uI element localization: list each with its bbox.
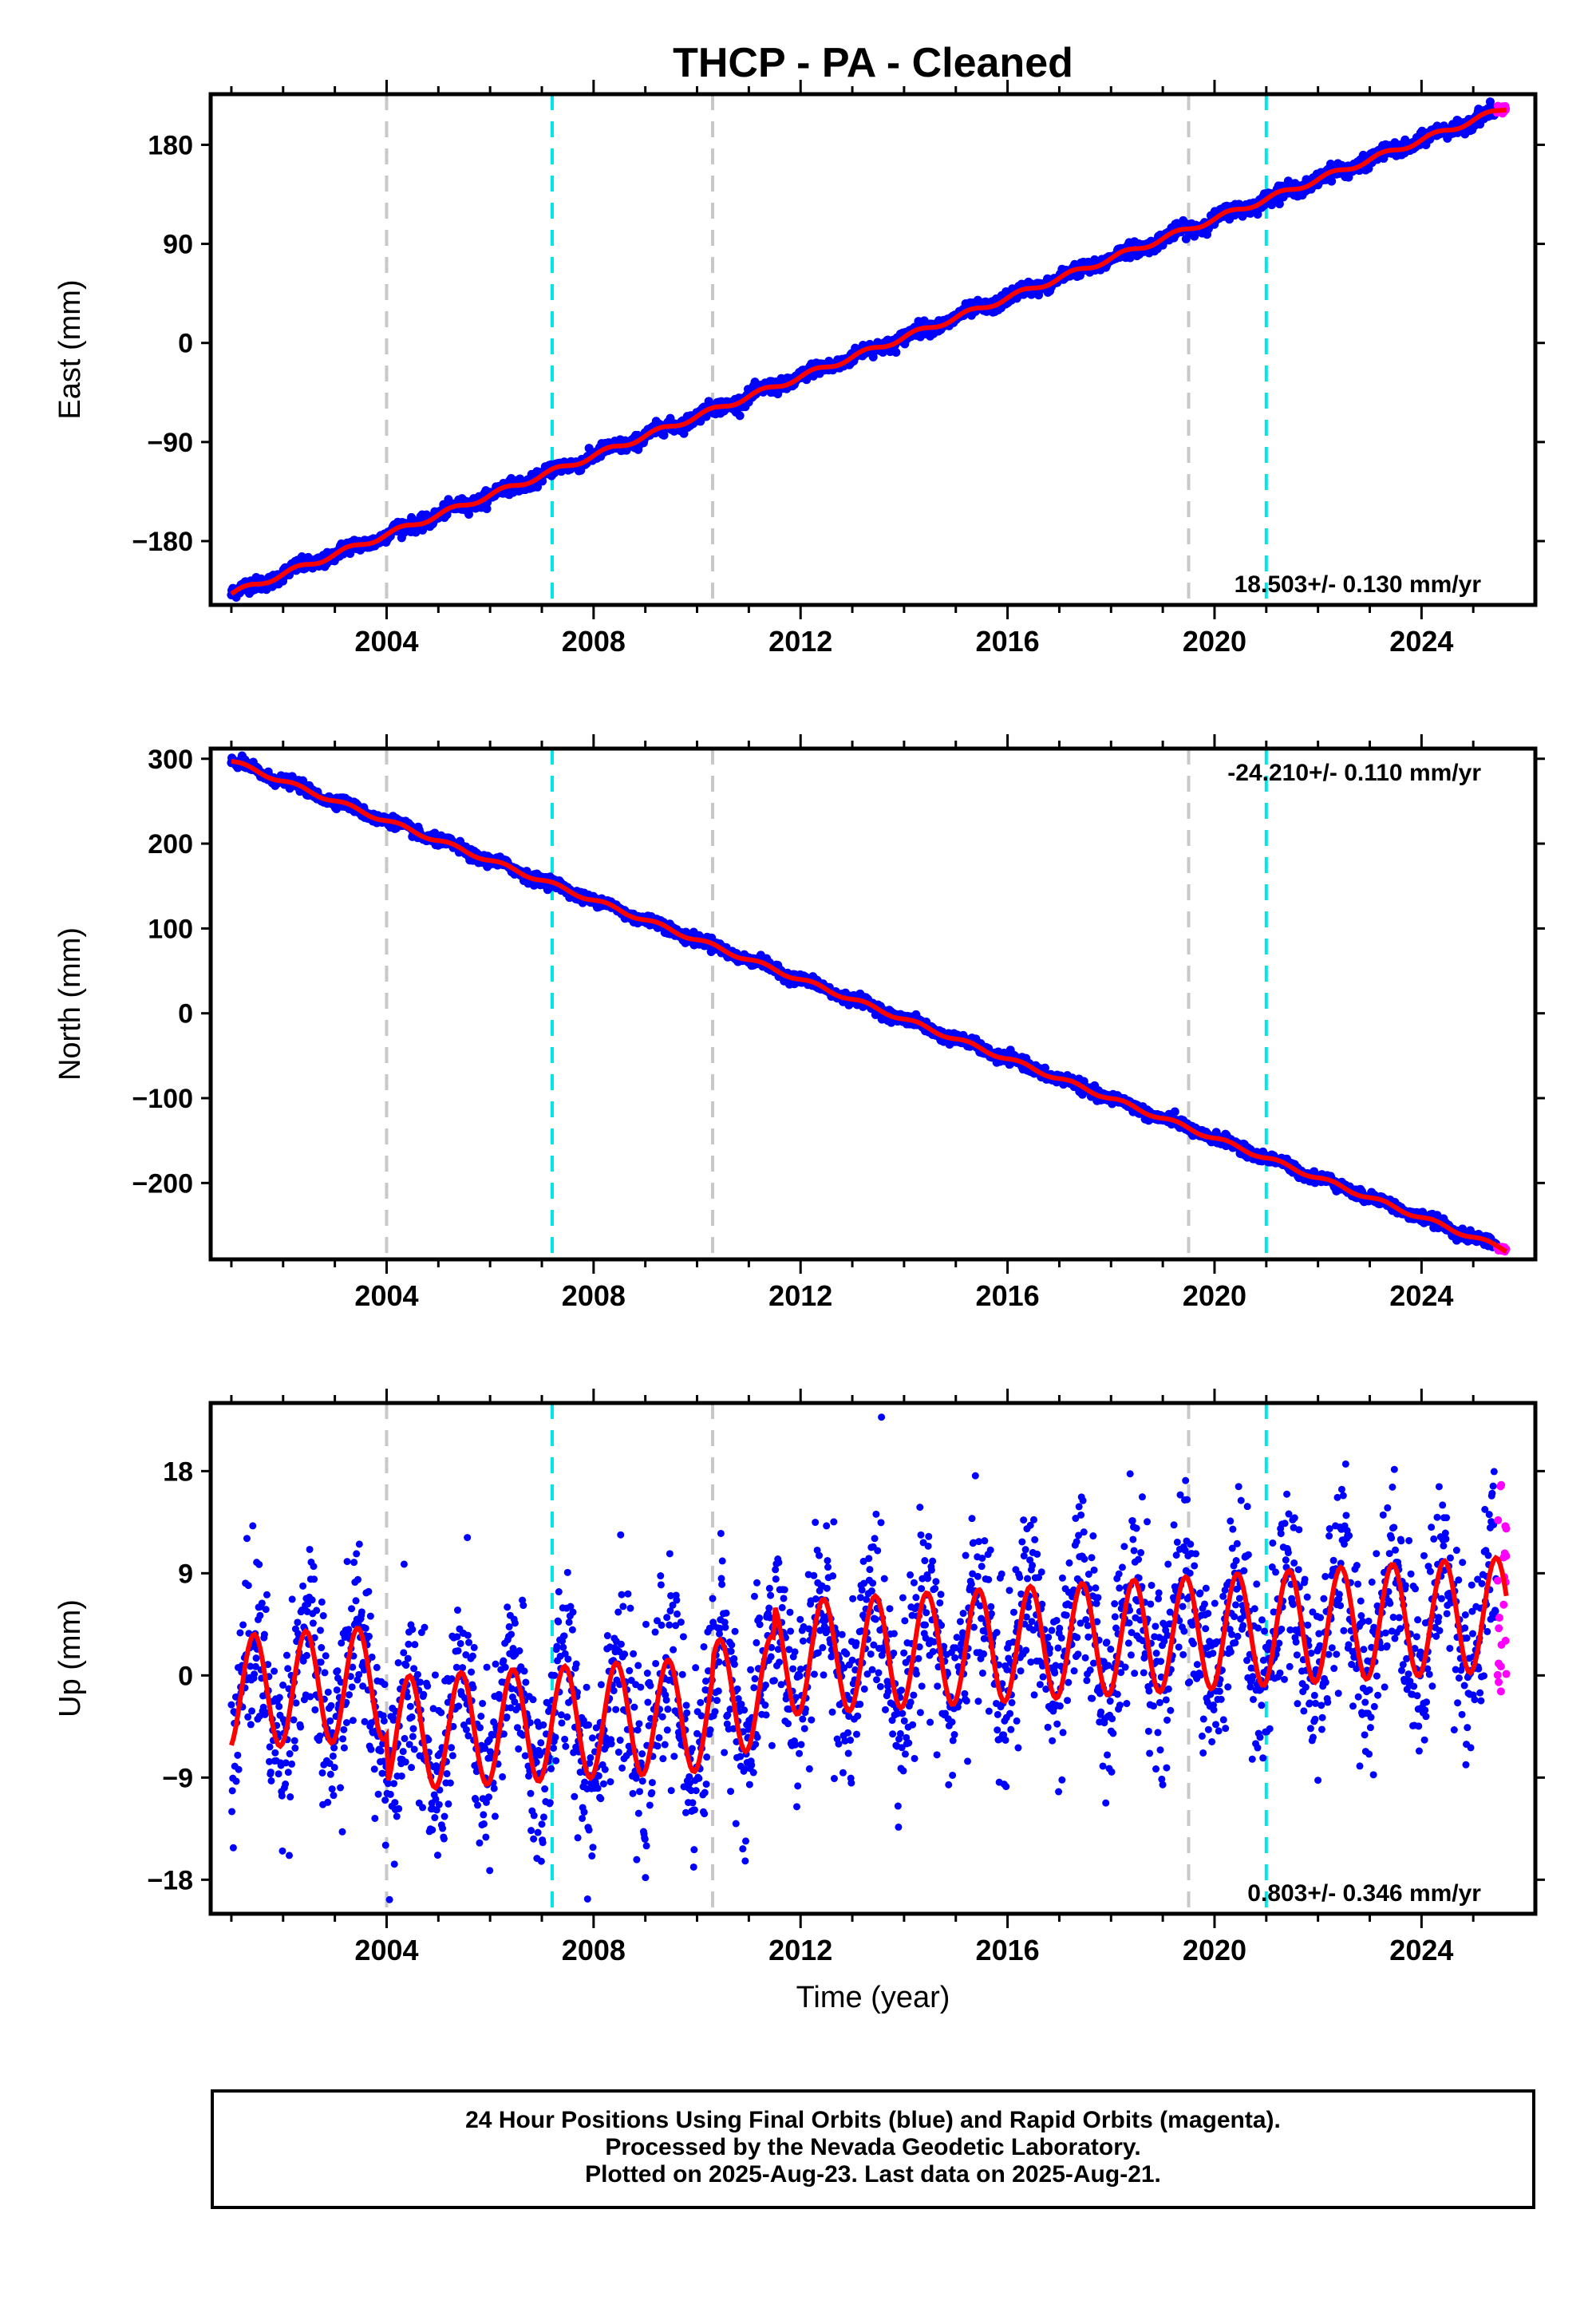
x-tick-label: 2020 <box>1183 625 1246 658</box>
final-orbit-point <box>891 347 901 357</box>
final-orbit-point <box>464 510 474 520</box>
y-tick-label: −90 <box>147 428 193 458</box>
x-tick-label: 2004 <box>354 625 418 658</box>
panel-east: −180 −90 0 90 180 2004 2008 2012 2016 2020 2024 Eas… <box>53 80 1545 658</box>
model-fit-line <box>230 107 1507 596</box>
final-orbit-point <box>482 504 492 513</box>
y-tick-label: 0 <box>178 329 193 359</box>
x-tick-label: 2024 <box>1389 625 1453 658</box>
final-orbit-point <box>1485 97 1495 107</box>
final-orbit-point <box>1253 209 1262 219</box>
x-tick-label: 2012 <box>768 625 832 658</box>
rate-label: 18.503+/- 0.130 mm/yr <box>1235 571 1482 598</box>
final-orbit-point <box>735 411 745 421</box>
final-orbit-point <box>1327 176 1337 186</box>
final-orbit-point <box>1274 199 1284 208</box>
final-orbit-point <box>802 375 812 385</box>
y-tick-label: 90 <box>163 230 193 260</box>
final-orbit-point <box>1170 1107 1179 1117</box>
y-tick-label: 180 <box>148 130 193 160</box>
y-axis-label: East (mm) <box>53 279 87 419</box>
x-tick-label: 2008 <box>562 625 626 658</box>
plot-area <box>227 749 1511 1259</box>
x-tick-label: 2016 <box>976 625 1040 658</box>
plot-area <box>227 94 1511 605</box>
y-tick-label: −180 <box>132 527 193 557</box>
plot-frame <box>208 92 1538 607</box>
chart-title: THCP - PA - Cleaned <box>673 40 1073 86</box>
